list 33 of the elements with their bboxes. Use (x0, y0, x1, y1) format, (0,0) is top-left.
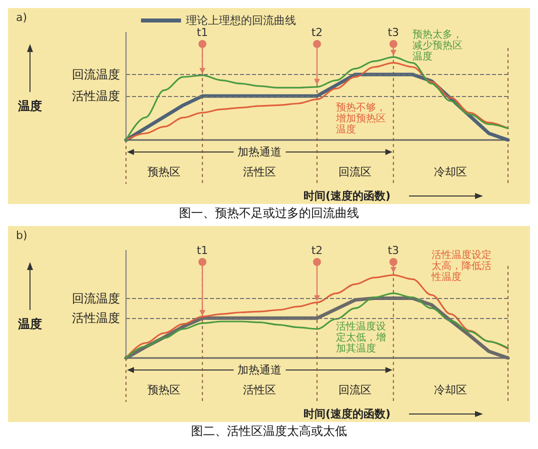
text: b) (16, 229, 28, 242)
text: 加热通道 (238, 364, 282, 376)
text: t2 (311, 26, 323, 39)
text: 冷却区 (434, 384, 468, 396)
text: t3 (388, 244, 400, 257)
text: 活性区 (243, 166, 276, 178)
text: 图一、预热不足或过多的回流曲线 (179, 206, 359, 220)
text: 冷却区 (434, 166, 468, 178)
x-axis-title: 时间(速度的函数) (303, 190, 391, 202)
ref-line-label: 回流温度 (72, 67, 120, 82)
text: 回流区 (338, 384, 372, 396)
y-axis-title: 温度 (17, 317, 42, 331)
text: 回流区 (338, 166, 372, 178)
annotation: 预热不够，增加预热区温度 (335, 102, 386, 136)
text: t3 (388, 26, 400, 39)
annotation: 活性温度设定太高，降低活性温度 (430, 249, 492, 284)
text: 活性区 (243, 384, 276, 396)
text: a) (16, 11, 28, 24)
annotation: 预热太多，减少预热区温度 (412, 28, 462, 63)
legend-label: 理论上理想的回流曲线 (186, 14, 296, 27)
ref-line-label: 回流温度 (72, 291, 120, 306)
text: 加热通道 (238, 146, 282, 158)
text: t1 (196, 26, 208, 39)
text: t1 (196, 244, 208, 257)
annotation: 活性温度设定太低，增加其温度 (336, 320, 386, 354)
text: t2 (311, 244, 323, 257)
text: 预热区 (148, 166, 181, 178)
ref-line-label: 活性温度 (72, 311, 120, 326)
text: 预热区 (148, 384, 181, 396)
y-axis-title: 温度 (17, 99, 42, 113)
x-axis-title: 时间(速度的函数) (303, 408, 391, 420)
text: 图二、活性区温度太高或太低 (191, 424, 347, 438)
ref-line-label: 活性温度 (72, 89, 120, 104)
